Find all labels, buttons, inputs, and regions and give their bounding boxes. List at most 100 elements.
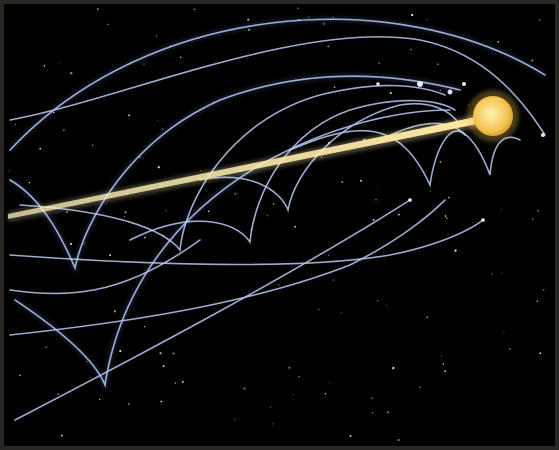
star	[296, 7, 300, 10]
star	[292, 394, 295, 396]
star	[444, 370, 447, 373]
star	[372, 218, 375, 221]
star	[234, 418, 236, 421]
star	[538, 19, 541, 21]
star	[193, 8, 196, 11]
star	[294, 225, 297, 228]
star	[410, 48, 412, 51]
star	[328, 254, 330, 256]
star	[411, 13, 414, 17]
star	[69, 242, 73, 246]
star	[270, 406, 272, 408]
star	[318, 309, 320, 311]
star	[14, 123, 16, 125]
star	[162, 365, 165, 368]
star	[531, 59, 534, 62]
star	[119, 349, 122, 353]
star	[397, 213, 400, 216]
planet	[541, 133, 545, 137]
star	[389, 92, 392, 95]
star	[397, 438, 400, 442]
sun	[473, 96, 513, 136]
star	[58, 62, 60, 64]
star	[172, 352, 175, 355]
orbit-trails	[8, 17, 547, 421]
star	[277, 284, 280, 286]
star	[439, 89, 442, 92]
planet	[481, 218, 485, 222]
star	[377, 300, 379, 302]
star	[322, 22, 325, 25]
sun-beam	[8, 112, 494, 222]
star	[236, 192, 238, 194]
star	[127, 402, 130, 406]
star	[28, 181, 31, 184]
star	[288, 366, 291, 369]
star	[447, 196, 450, 199]
star	[124, 211, 127, 214]
star	[419, 386, 421, 388]
star	[128, 114, 130, 117]
trail	[9, 219, 484, 266]
star	[243, 387, 246, 390]
star	[45, 346, 48, 349]
star	[377, 185, 378, 187]
star	[70, 72, 73, 75]
star	[333, 86, 336, 89]
planets	[376, 81, 545, 222]
trail	[9, 239, 201, 295]
star	[91, 144, 94, 146]
star	[439, 160, 442, 163]
star	[371, 397, 373, 399]
star	[96, 8, 99, 11]
beam	[8, 114, 492, 219]
star	[440, 355, 443, 357]
star	[341, 180, 344, 184]
star	[199, 170, 202, 172]
star	[99, 398, 101, 401]
star	[426, 18, 428, 20]
star	[229, 193, 231, 195]
star	[160, 400, 163, 403]
planet	[447, 89, 453, 95]
star	[107, 23, 109, 25]
star	[181, 380, 184, 383]
star	[392, 366, 395, 369]
trail	[9, 75, 461, 271]
star	[272, 203, 275, 205]
trail	[14, 109, 451, 389]
star	[327, 45, 330, 48]
planet	[462, 82, 466, 86]
star	[509, 348, 511, 350]
star	[165, 210, 167, 212]
star	[531, 218, 534, 220]
star	[43, 65, 46, 67]
trail	[14, 199, 411, 421]
star	[247, 18, 250, 21]
star	[542, 288, 545, 291]
star	[60, 434, 63, 437]
planet	[376, 82, 380, 86]
star	[371, 412, 374, 414]
star	[109, 254, 112, 257]
star	[234, 192, 237, 195]
star	[298, 375, 301, 378]
star	[426, 316, 429, 319]
star	[113, 310, 116, 313]
star	[8, 170, 10, 172]
star	[359, 179, 363, 182]
star	[501, 208, 503, 210]
star	[332, 279, 335, 282]
star	[361, 120, 364, 122]
star	[378, 62, 381, 64]
star	[123, 216, 126, 218]
star	[536, 300, 539, 303]
star	[349, 434, 352, 437]
star	[503, 331, 505, 333]
star	[272, 423, 274, 425]
star	[537, 209, 540, 212]
star	[159, 352, 162, 355]
star	[142, 63, 145, 66]
trail	[289, 129, 466, 188]
